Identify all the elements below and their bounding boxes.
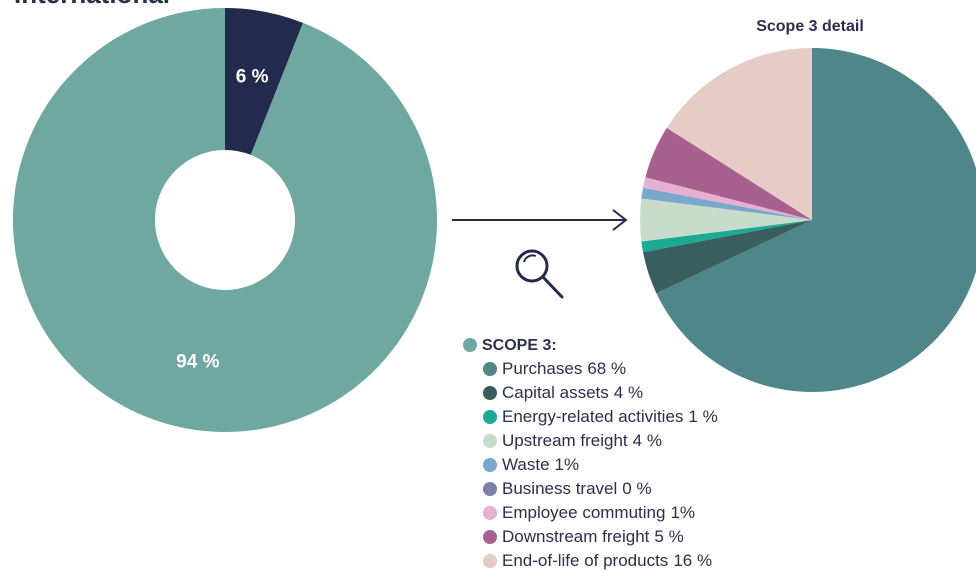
slice — [666, 48, 812, 220]
slice — [13, 8, 438, 432]
legend-value: 0 % — [622, 479, 651, 498]
legend-swatch — [483, 410, 497, 424]
arrow-head — [612, 209, 628, 231]
legend-swatch — [483, 458, 497, 472]
legend-value: 16 % — [673, 551, 712, 570]
legend-value: 4 % — [614, 383, 643, 402]
legend-category: Upstream freight — [502, 431, 628, 450]
slice — [643, 220, 812, 294]
legend-label: Waste 1% — [502, 455, 579, 474]
slice — [641, 220, 812, 253]
legend-swatch — [483, 434, 497, 448]
legend-value: 4 % — [633, 431, 662, 450]
pie-title: Scope 3 detail — [756, 18, 864, 35]
slice — [640, 198, 812, 242]
legend-swatch — [483, 482, 497, 496]
legend-swatch — [483, 362, 497, 376]
magnifier-icon — [515, 249, 564, 299]
legend-category: Business travel — [502, 479, 617, 498]
legend-label: End-of-life of products 16 % — [502, 551, 712, 570]
legend-title: SCOPE 3: — [482, 337, 557, 354]
legend-label: Energy-related activities 1 % — [502, 407, 718, 426]
legend-label: Purchases 68 % — [502, 359, 626, 378]
legend-label: Business travel 0 % — [502, 479, 652, 498]
legend-value: 68 % — [587, 359, 626, 378]
legend-category: Downstream freight — [502, 527, 650, 546]
legend-value: 1% — [555, 455, 580, 474]
legend-label: Upstream freight 4 % — [502, 431, 662, 450]
legend-swatch — [483, 506, 497, 520]
legend-category: Energy-related activities — [502, 407, 683, 426]
legend-swatch — [483, 386, 497, 400]
slice — [641, 187, 812, 220]
legend-category: Purchases — [502, 359, 582, 378]
legend-value: 1% — [670, 503, 695, 522]
slice-label: 94 % — [176, 351, 219, 372]
page-title: International — [14, 0, 170, 9]
legend-category: Waste — [502, 455, 550, 474]
legend-header-swatch — [463, 338, 477, 352]
legend-category: End-of-life of products — [502, 551, 668, 570]
slice — [656, 48, 976, 392]
legend-category: Capital assets — [502, 383, 609, 402]
legend-value: 1 % — [688, 407, 717, 426]
slice — [643, 177, 812, 220]
slice — [225, 8, 304, 155]
legend-label: Capital assets 4 % — [502, 383, 643, 402]
slice — [645, 127, 812, 220]
legend-swatch — [483, 530, 497, 544]
legend-category: Employee commuting — [502, 503, 665, 522]
legend-value: 5 % — [654, 527, 683, 546]
legend-swatch — [483, 554, 497, 568]
slice-label: 6 % — [236, 67, 269, 88]
legend-label: Downstream freight 5 % — [502, 527, 684, 546]
legend-label: Employee commuting 1% — [502, 503, 695, 522]
